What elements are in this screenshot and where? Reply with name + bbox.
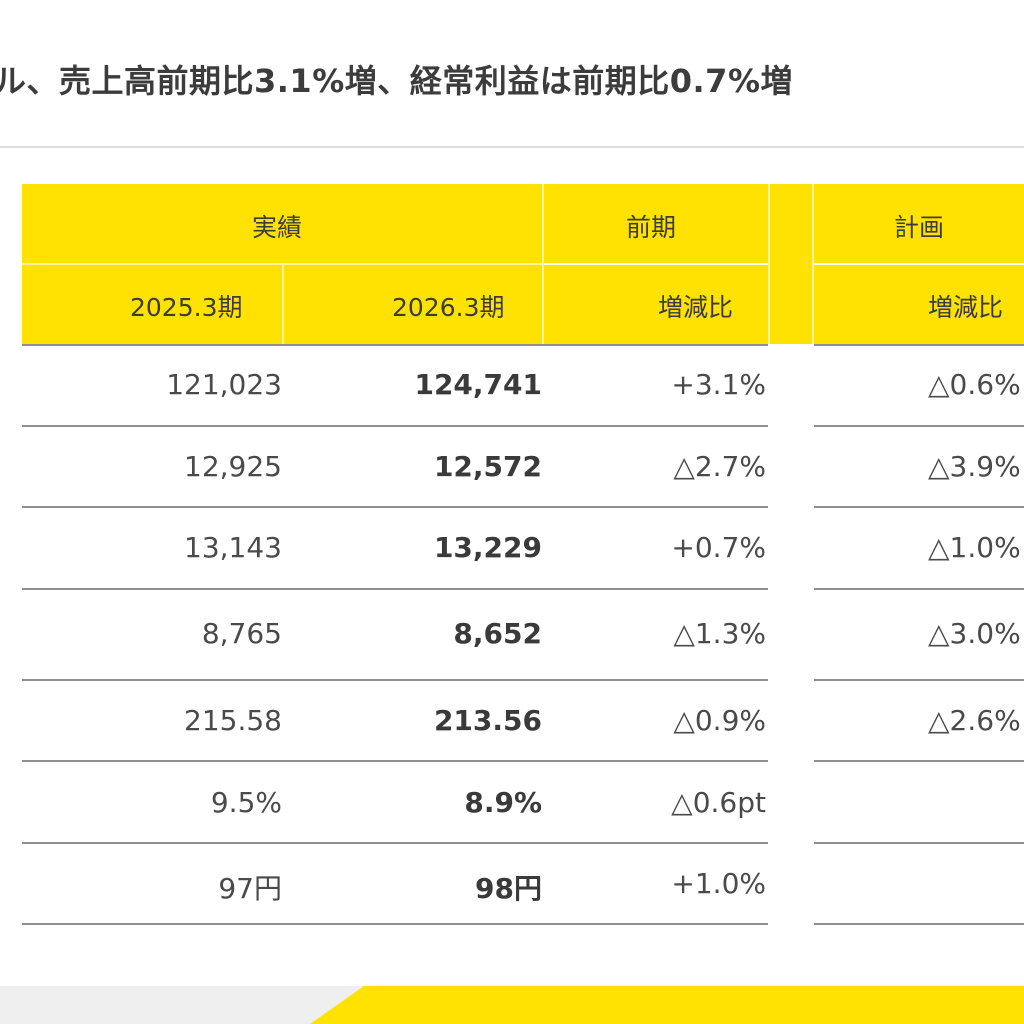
header-separator — [542, 184, 544, 344]
header-actual-label: 実績 — [252, 213, 303, 242]
table-row-rule — [814, 425, 1024, 427]
table-row-rule — [814, 842, 1024, 844]
cell-2025: 8,765 — [201, 617, 282, 650]
cell-2026: 13,229 — [433, 531, 542, 564]
cell-plan: △3.0% — [928, 617, 1021, 650]
cell-plan: △0.6% — [928, 368, 1021, 401]
table-row-rule — [22, 679, 768, 681]
header-plan-label: 計画 — [894, 213, 945, 242]
cell-yoy: +3.1% — [671, 368, 766, 401]
header-prev-label: 前期 — [626, 213, 677, 242]
cell-2025: 121,023 — [166, 368, 282, 401]
header-separator — [544, 263, 768, 265]
cell-2026: 12,572 — [433, 450, 542, 483]
header-separator — [812, 184, 814, 344]
table-row-rule — [22, 506, 768, 508]
slide-title: ル、売上高前期比3.1%増、経常利益は前期比0.7%増 — [0, 62, 794, 100]
table-row-rule — [22, 842, 768, 844]
cell-plan: △3.9% — [928, 450, 1021, 483]
header-separator — [282, 264, 284, 344]
table-row-rule — [22, 588, 768, 590]
cell-2025: 97円 — [218, 872, 282, 905]
title-divider — [0, 146, 1024, 148]
table-row-rule — [22, 425, 768, 427]
cell-2026: 8.9% — [464, 786, 542, 819]
header-gap-block — [770, 184, 812, 344]
cell-yoy: △1.3% — [673, 617, 766, 650]
cell-2025: 9.5% — [210, 786, 282, 819]
cell-2026: 124,741 — [414, 368, 542, 401]
header-separator — [768, 184, 770, 344]
table-row-rule — [814, 760, 1024, 762]
cell-plan: △2.6% — [928, 704, 1021, 737]
column-2026-header: 2026.3期 — [392, 293, 505, 322]
column-yoy-header: 増減比 — [658, 293, 734, 322]
table-row-rule — [814, 344, 1024, 346]
footer-accent — [310, 986, 1024, 1024]
column-plan-change-header: 増減比 — [928, 293, 1004, 322]
cell-yoy: △2.7% — [673, 450, 766, 483]
cell-2026: 213.56 — [433, 704, 542, 737]
cell-2025: 215.58 — [184, 704, 282, 737]
column-2025-header: 2025.3期 — [130, 293, 243, 322]
cell-yoy: △0.6pt — [671, 786, 766, 819]
cell-2026: 98円 — [475, 872, 542, 905]
cell-yoy: +0.7% — [671, 531, 766, 564]
table-row-rule — [22, 923, 768, 925]
cell-yoy: +1.0% — [671, 867, 766, 900]
table-row-rule — [814, 923, 1024, 925]
table-row-rule — [22, 760, 768, 762]
table-row-rule — [814, 588, 1024, 590]
table-row-rule — [814, 679, 1024, 681]
cell-2025: 13,143 — [184, 531, 282, 564]
cell-2026: 8,652 — [453, 617, 542, 650]
header-separator — [814, 263, 1024, 265]
cell-yoy: △0.9% — [673, 704, 766, 737]
cell-2025: 12,925 — [184, 450, 282, 483]
cell-plan: △1.0% — [928, 531, 1021, 564]
header-separator — [22, 263, 542, 265]
table-row-rule — [814, 506, 1024, 508]
table-row-rule — [22, 344, 768, 346]
